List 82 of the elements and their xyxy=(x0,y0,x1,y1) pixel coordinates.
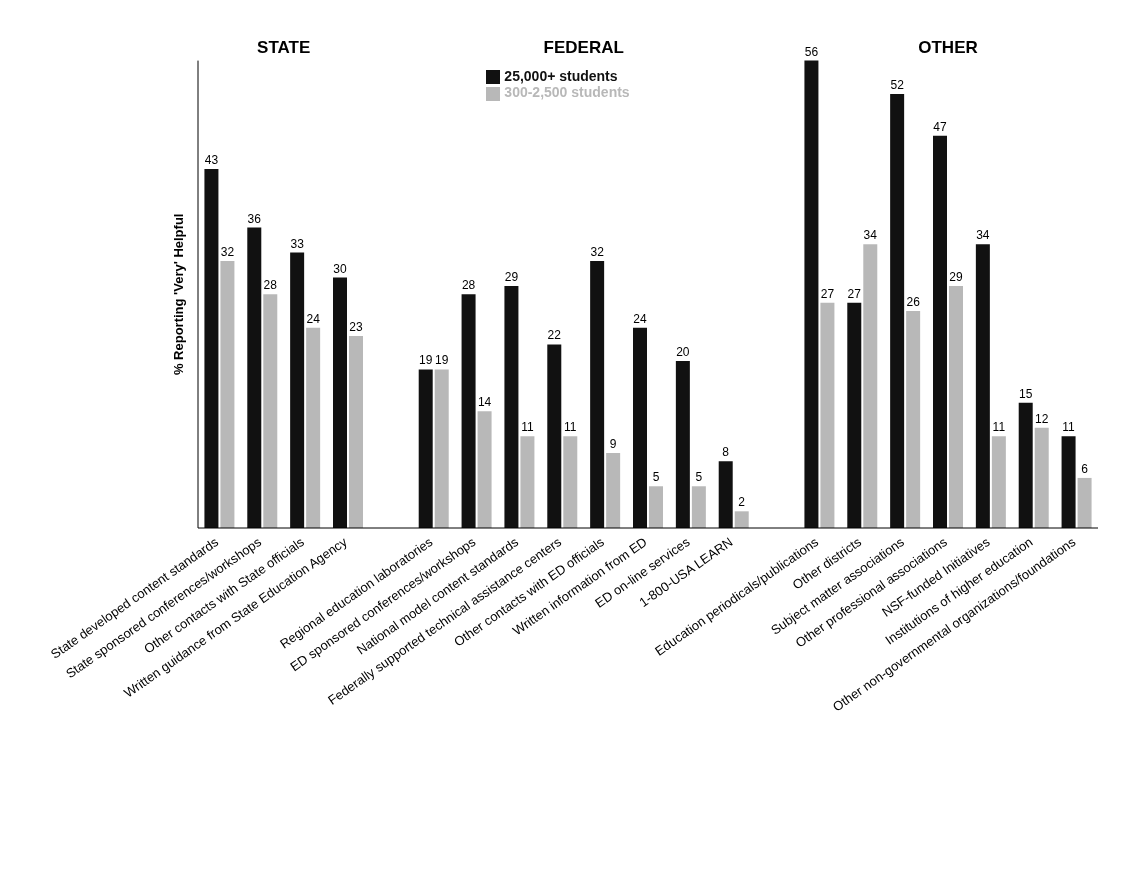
bar xyxy=(691,486,706,528)
bar xyxy=(675,361,690,528)
bar xyxy=(1077,477,1092,528)
bar xyxy=(718,461,733,528)
data-label: 52 xyxy=(890,77,905,92)
bar xyxy=(590,260,605,528)
data-label: 6 xyxy=(1081,461,1089,476)
data-label: 11 xyxy=(1062,420,1076,435)
bar xyxy=(906,310,921,528)
bar xyxy=(333,277,347,528)
data-label: 27 xyxy=(820,286,835,301)
bar xyxy=(418,369,433,528)
bar xyxy=(204,169,219,528)
data-label: 5 xyxy=(652,470,660,485)
bar xyxy=(847,302,862,528)
bar xyxy=(890,93,905,528)
bar xyxy=(606,452,621,528)
data-label: 22 xyxy=(547,328,562,343)
bar xyxy=(863,244,878,528)
data-label: 29 xyxy=(949,269,963,284)
data-label: 34 xyxy=(976,228,990,243)
text: OTHER xyxy=(917,38,979,58)
data-label: 33 xyxy=(290,236,305,251)
legend-label: 25,000+ students xyxy=(504,68,618,84)
bar xyxy=(547,344,562,528)
bar xyxy=(991,436,1006,528)
data-label: 36 xyxy=(247,211,262,226)
bar xyxy=(290,252,305,528)
bar xyxy=(804,60,819,528)
data-label: 32 xyxy=(590,244,605,259)
data-label: 30 xyxy=(333,261,347,276)
data-label: 11 xyxy=(992,420,1006,435)
bar xyxy=(504,285,519,528)
bar xyxy=(349,336,363,528)
data-label: 5 xyxy=(695,470,703,485)
bar xyxy=(247,227,262,528)
data-label: 20 xyxy=(676,345,690,360)
bar xyxy=(263,294,278,528)
data-label: 43 xyxy=(204,153,219,168)
data-label: 26 xyxy=(906,294,921,309)
data-label: 23 xyxy=(349,320,363,335)
data-label: 28 xyxy=(263,278,278,293)
legend-label: 300-2,500 students xyxy=(504,84,630,101)
bar xyxy=(649,486,663,528)
bar xyxy=(563,436,578,528)
bar xyxy=(306,327,321,528)
data-label: 12 xyxy=(1035,411,1049,426)
text: STATE xyxy=(256,38,312,58)
bar xyxy=(461,294,476,528)
data-label: 19 xyxy=(419,353,433,368)
data-label: 28 xyxy=(461,278,476,293)
bar xyxy=(520,436,535,528)
bar xyxy=(949,285,963,528)
bar xyxy=(820,302,835,528)
data-label: 24 xyxy=(306,311,321,326)
bar xyxy=(477,411,492,528)
data-label: 15 xyxy=(1019,386,1033,401)
data-label: 32 xyxy=(220,244,235,259)
bar xyxy=(933,135,947,528)
bar xyxy=(1034,427,1049,528)
bar xyxy=(975,244,990,528)
data-label: 56 xyxy=(804,44,819,59)
data-label: 19 xyxy=(435,353,449,368)
data-label: 11 xyxy=(521,420,534,435)
bar xyxy=(633,327,647,528)
data-label: 29 xyxy=(504,269,519,284)
bar xyxy=(1018,402,1033,528)
bar xyxy=(1061,436,1076,528)
bar xyxy=(220,260,235,528)
data-label: 9 xyxy=(609,436,617,451)
data-label: 14 xyxy=(477,395,492,410)
data-label: 34 xyxy=(863,228,878,243)
data-label: 11 xyxy=(564,420,577,435)
bar xyxy=(734,511,749,528)
data-label: 47 xyxy=(933,119,947,134)
data-label: 24 xyxy=(633,311,647,326)
bar xyxy=(434,369,449,528)
data-label: 27 xyxy=(847,286,862,301)
data-label: 8 xyxy=(722,445,730,460)
data-label: 2 xyxy=(738,495,746,510)
y-axis-title: % Reporting 'Very' Helpful xyxy=(170,213,186,376)
text: FEDERAL xyxy=(542,38,625,58)
